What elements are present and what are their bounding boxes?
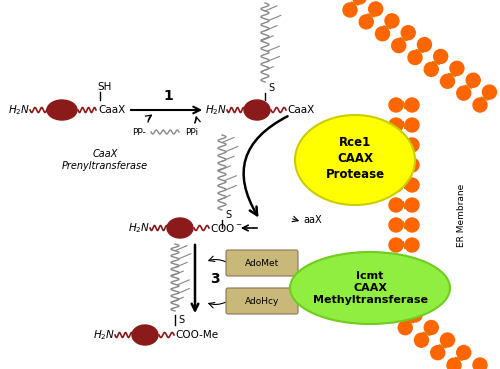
Circle shape [382, 308, 396, 322]
Circle shape [450, 61, 464, 75]
Circle shape [405, 218, 419, 232]
Text: CaaX: CaaX [98, 105, 125, 115]
Text: PP-: PP- [132, 128, 146, 137]
Circle shape [333, 271, 347, 284]
Circle shape [466, 73, 480, 87]
Circle shape [366, 296, 380, 310]
Circle shape [457, 345, 471, 359]
Text: S: S [268, 83, 274, 93]
Text: CaaX: CaaX [287, 105, 314, 115]
Circle shape [405, 178, 419, 192]
FancyBboxPatch shape [226, 288, 298, 314]
Circle shape [343, 258, 357, 272]
Circle shape [430, 346, 444, 360]
Circle shape [392, 39, 406, 53]
Circle shape [389, 158, 403, 172]
Circle shape [408, 51, 422, 65]
Ellipse shape [47, 100, 77, 120]
Text: COO-Me: COO-Me [175, 330, 218, 340]
Circle shape [389, 178, 403, 192]
Text: ER Membrane: ER Membrane [458, 183, 466, 246]
Text: S: S [178, 315, 184, 325]
Circle shape [389, 118, 403, 132]
Ellipse shape [132, 325, 158, 345]
Ellipse shape [290, 252, 450, 324]
Circle shape [389, 258, 403, 272]
Circle shape [408, 308, 422, 322]
Text: $H_2N$: $H_2N$ [8, 103, 30, 117]
Text: 1: 1 [163, 89, 173, 103]
Text: CaaX
Prenyltransferase: CaaX Prenyltransferase [62, 149, 148, 171]
Circle shape [352, 0, 366, 4]
Circle shape [405, 238, 419, 252]
Circle shape [405, 138, 419, 152]
Text: $H_2N$: $H_2N$ [205, 103, 227, 117]
Circle shape [424, 321, 438, 335]
Ellipse shape [167, 218, 193, 238]
Text: S: S [225, 210, 231, 220]
Text: AdoHcy: AdoHcy [245, 297, 279, 306]
Circle shape [392, 296, 406, 310]
Circle shape [473, 98, 487, 112]
Circle shape [368, 2, 382, 16]
Text: $H_2N$: $H_2N$ [93, 328, 115, 342]
Circle shape [405, 258, 419, 272]
Circle shape [385, 14, 399, 28]
Circle shape [418, 38, 432, 52]
Text: AdoMet: AdoMet [245, 259, 279, 268]
Circle shape [401, 26, 415, 40]
Circle shape [434, 49, 448, 63]
Circle shape [389, 198, 403, 212]
Text: aaX: aaX [303, 215, 322, 225]
Text: Icmt
CAAX
Methyltransferase: Icmt CAAX Methyltransferase [312, 272, 428, 304]
Circle shape [482, 85, 496, 99]
Circle shape [405, 118, 419, 132]
Text: SH: SH [97, 82, 112, 92]
Circle shape [405, 158, 419, 172]
Ellipse shape [295, 115, 415, 205]
Text: 3: 3 [210, 272, 220, 286]
Text: $H_2N$: $H_2N$ [128, 221, 150, 235]
Circle shape [473, 358, 487, 369]
Circle shape [398, 321, 412, 335]
Circle shape [343, 3, 357, 17]
Circle shape [389, 98, 403, 112]
Circle shape [359, 15, 373, 29]
Circle shape [376, 27, 390, 41]
Ellipse shape [244, 100, 270, 120]
Text: PPi: PPi [185, 128, 198, 137]
Circle shape [350, 283, 364, 297]
Circle shape [457, 86, 471, 100]
Circle shape [389, 218, 403, 232]
Text: 2: 2 [305, 168, 315, 182]
Circle shape [389, 238, 403, 252]
FancyBboxPatch shape [226, 250, 298, 276]
Circle shape [405, 98, 419, 112]
Circle shape [440, 333, 454, 347]
Circle shape [447, 358, 461, 369]
Circle shape [389, 138, 403, 152]
Circle shape [424, 62, 438, 76]
Text: COO$^-$: COO$^-$ [210, 222, 242, 234]
Circle shape [376, 283, 390, 297]
Circle shape [359, 270, 373, 284]
Circle shape [440, 74, 454, 88]
Circle shape [414, 333, 428, 347]
Circle shape [405, 198, 419, 212]
Text: Rce1
CAAX
Protease: Rce1 CAAX Protease [326, 135, 384, 180]
